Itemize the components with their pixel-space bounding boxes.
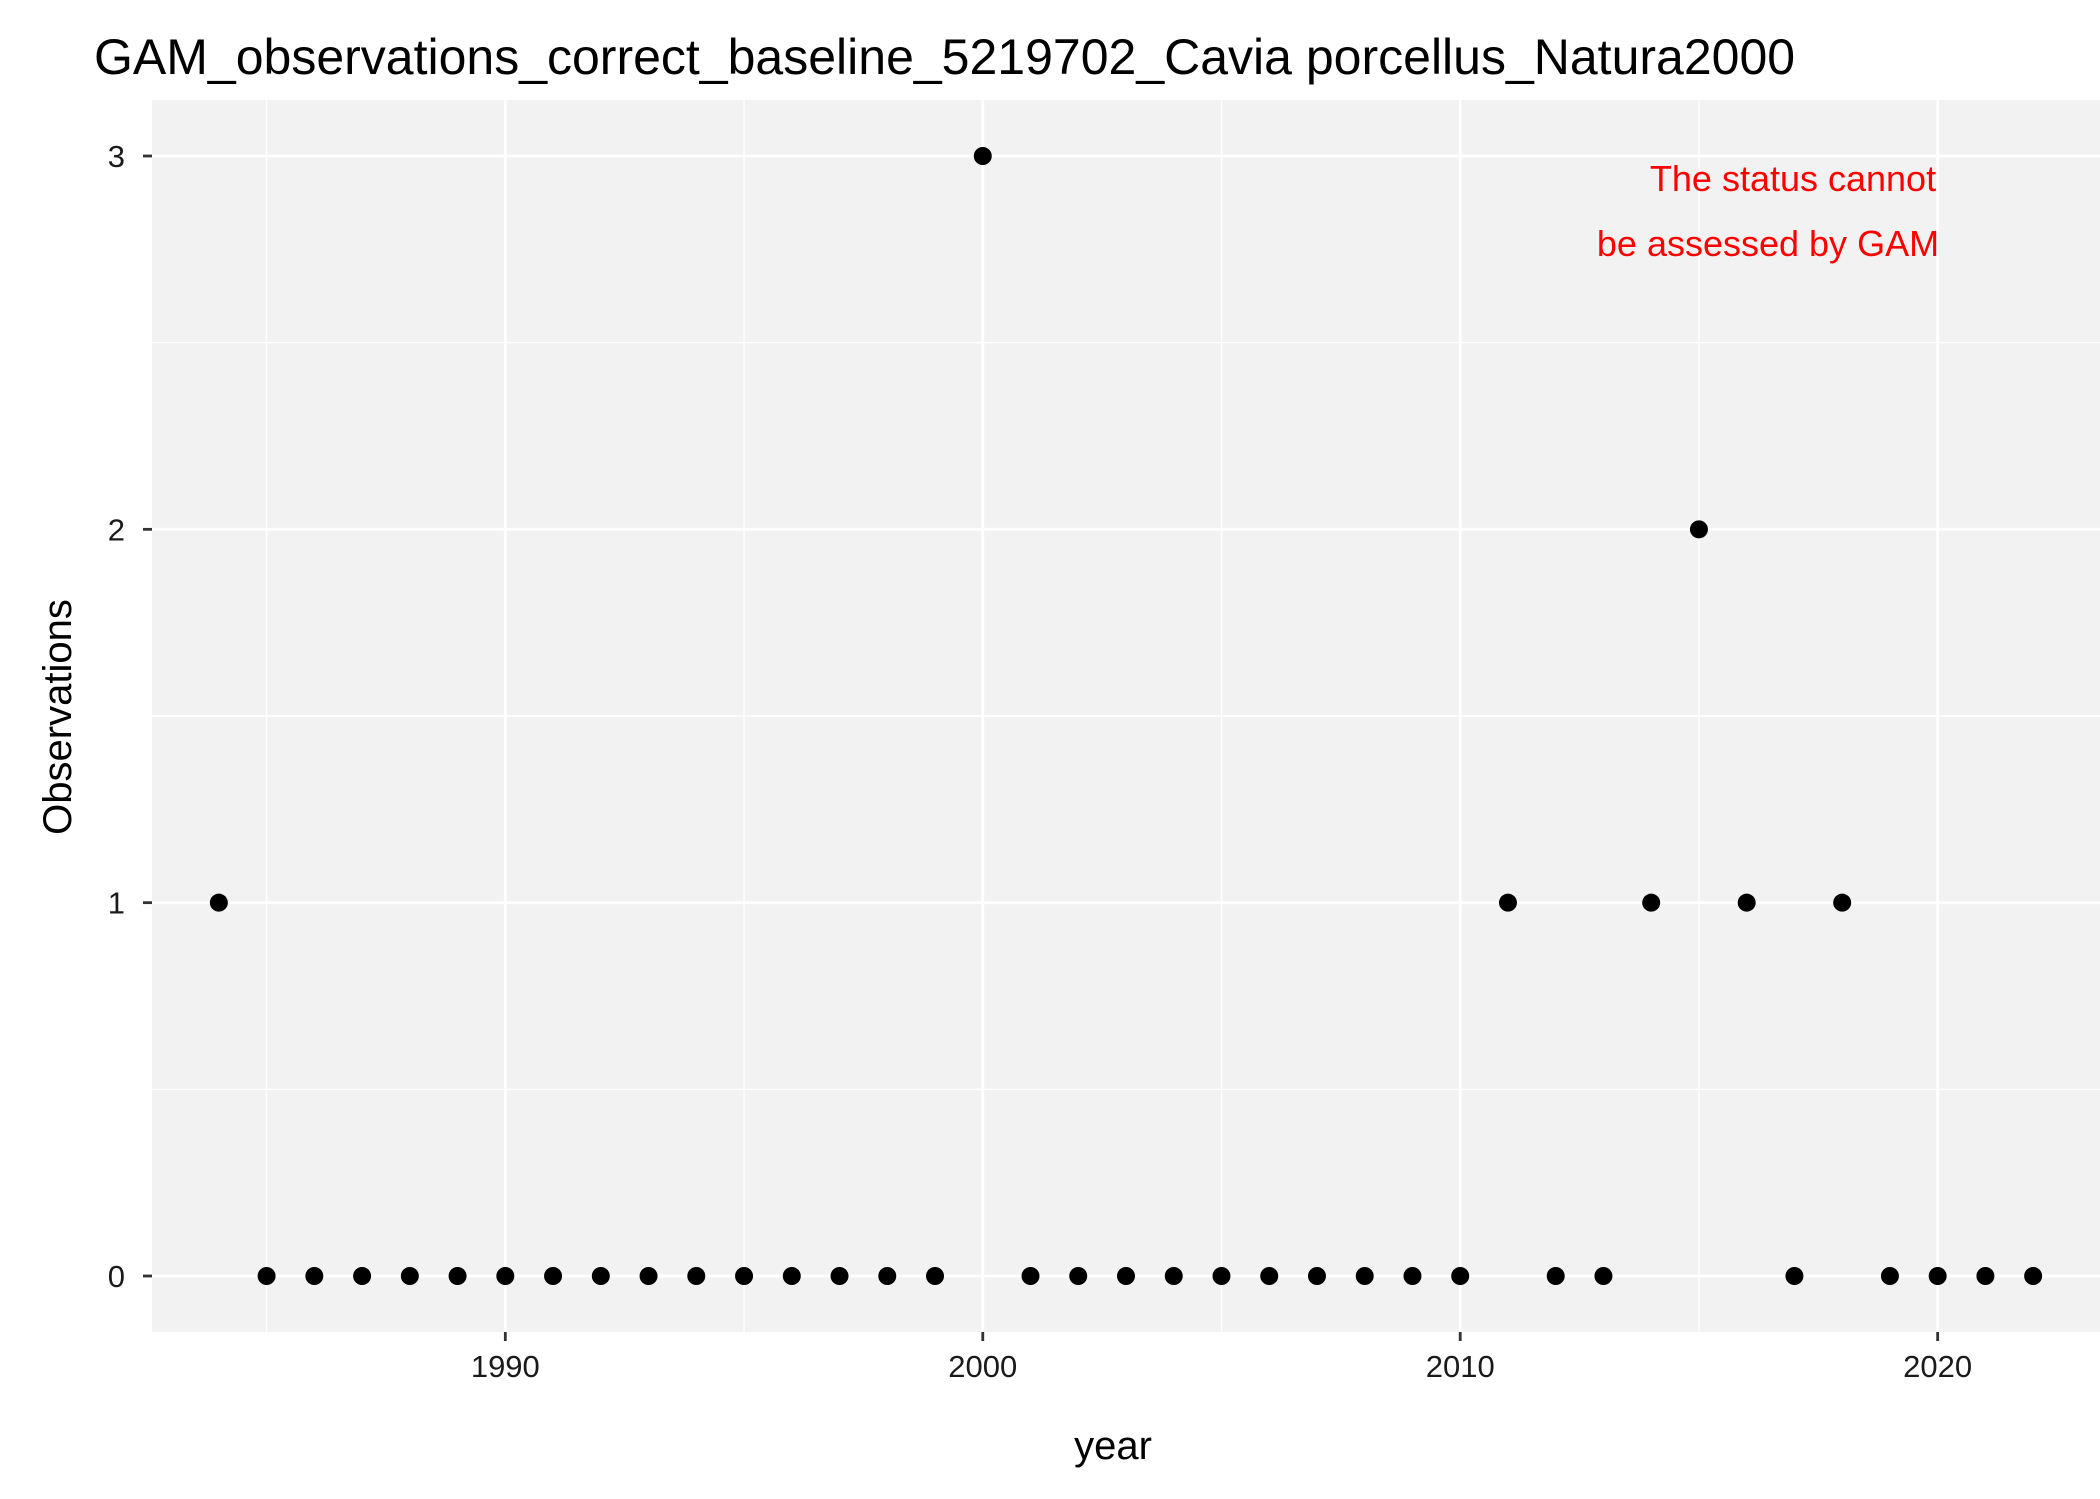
y-tick-label: 3 — [108, 139, 125, 174]
grid-minor — [152, 100, 2100, 1332]
data-point — [830, 1267, 849, 1285]
data-point — [305, 1267, 324, 1285]
status-annotation: The status cannot be assessed by GAM — [1597, 158, 1939, 264]
data-point — [1307, 1267, 1326, 1285]
y-axis-title: Observations — [36, 599, 80, 835]
data-point — [1594, 1267, 1613, 1285]
grid-major — [152, 100, 2100, 1332]
data-point — [2024, 1267, 2043, 1285]
x-tick-label: 1990 — [471, 1349, 540, 1384]
data-point — [1355, 1267, 1374, 1285]
data-point — [1642, 893, 1661, 912]
y-tick-label: 2 — [108, 512, 125, 547]
data-point — [1260, 1267, 1279, 1285]
data-point — [400, 1267, 419, 1285]
x-axis: 1990 2000 2010 2020 — [471, 1332, 1972, 1384]
data-point — [1498, 893, 1517, 912]
data-point — [926, 1267, 945, 1285]
data-point — [1212, 1267, 1231, 1285]
data-point — [735, 1267, 754, 1285]
data-point — [591, 1267, 610, 1285]
x-tick-label: 2000 — [948, 1349, 1017, 1384]
data-point — [257, 1267, 276, 1285]
data-point — [496, 1267, 515, 1285]
data-point — [1785, 1267, 1804, 1285]
data-point — [1117, 1267, 1135, 1285]
data-point — [544, 1267, 563, 1285]
data-point — [353, 1267, 372, 1285]
data-point — [1069, 1267, 1088, 1285]
annotation-line-1: The status cannot — [1650, 158, 1936, 199]
data-point — [448, 1267, 467, 1285]
data-point — [973, 147, 992, 165]
data-point — [1928, 1267, 1947, 1285]
chart-title: GAM_observations_correct_baseline_521970… — [94, 29, 1795, 85]
annotation-line-2: be assessed by GAM — [1597, 223, 1939, 264]
y-axis: 0 1 2 3 — [108, 139, 152, 1294]
data-point — [687, 1267, 706, 1285]
data-points — [209, 147, 2043, 1285]
data-point — [1689, 520, 1708, 539]
data-point — [878, 1267, 897, 1285]
y-tick-label: 1 — [108, 886, 125, 921]
x-tick-label: 2010 — [1426, 1349, 1495, 1384]
data-point — [1451, 1267, 1470, 1285]
data-point — [1880, 1267, 1899, 1285]
data-point — [782, 1267, 801, 1285]
data-point — [1833, 893, 1852, 912]
data-point — [1546, 1267, 1565, 1285]
y-tick-label: 0 — [108, 1259, 125, 1294]
data-point — [209, 893, 228, 912]
data-point — [1737, 893, 1756, 912]
x-axis-title: year — [1074, 1424, 1152, 1468]
data-point — [1164, 1267, 1183, 1285]
data-point — [1021, 1267, 1040, 1285]
x-tick-label: 2020 — [1903, 1349, 1972, 1384]
data-point — [639, 1267, 658, 1285]
data-point — [1403, 1267, 1422, 1285]
data-point — [1976, 1267, 1995, 1285]
